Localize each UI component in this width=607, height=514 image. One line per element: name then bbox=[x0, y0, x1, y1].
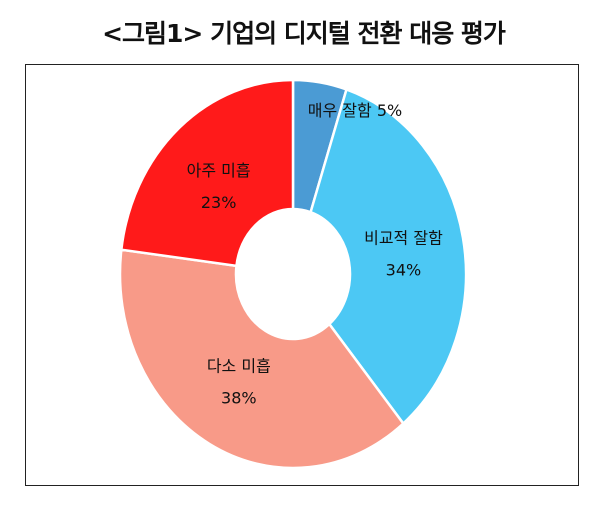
slice-3 bbox=[118, 248, 405, 470]
slice-value-4: 23% bbox=[201, 193, 237, 212]
slice-label-2: 비교적 잘함 bbox=[364, 228, 443, 247]
slice-4 bbox=[119, 78, 295, 268]
donut-slices bbox=[118, 78, 468, 470]
chart-title: <그림1> 기업의 디지털 전환 대응 평가 bbox=[102, 19, 506, 48]
slice-label-3: 다소 미흡 bbox=[207, 356, 271, 375]
slice-2 bbox=[309, 87, 468, 426]
slice-value-2: 34% bbox=[386, 260, 422, 279]
slice-value-3: 38% bbox=[221, 388, 257, 407]
slice-label-1: 매우 잘함 5% bbox=[308, 101, 402, 120]
chart-frame bbox=[25, 64, 579, 486]
slice-label-4: 아주 미흡 bbox=[187, 161, 251, 180]
donut-labels: 매우 잘함 5% 비교적 잘함 34% 다소 미흡 38% 아주 미흡 23% bbox=[187, 101, 443, 407]
